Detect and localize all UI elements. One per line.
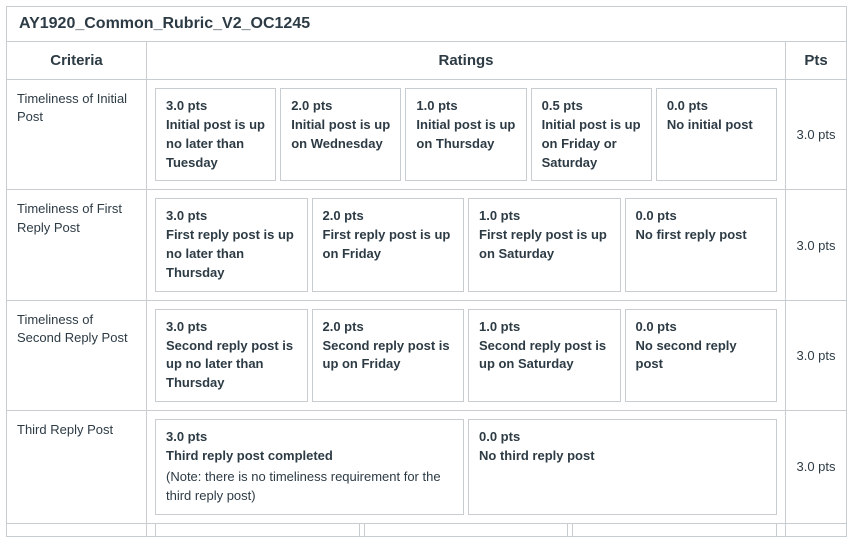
- rating-box[interactable]: 1.0 ptsSecond reply post is up on Saturd…: [468, 309, 621, 402]
- rating-pts: 0.5 pts: [542, 97, 641, 116]
- rating-box[interactable]: 0.0 ptsNo first reply post: [625, 198, 778, 291]
- rating-box[interactable]: 0.0 ptsNo second reply post: [625, 309, 778, 402]
- rubric-container: AY1920_Common_Rubric_V2_OC1245 Criteria …: [6, 6, 847, 537]
- rating-note: (Note: there is no timeliness requiremen…: [166, 468, 453, 506]
- rating-pts: 2.0 pts: [291, 97, 390, 116]
- rating-desc: Third reply post completed: [166, 447, 453, 466]
- rating-desc: First reply post is up on Friday: [323, 226, 454, 264]
- header-ratings: Ratings: [147, 42, 786, 79]
- rubric-row: Third Reply Post3.0 ptsThird reply post …: [7, 411, 846, 523]
- header-criteria: Criteria: [7, 42, 147, 79]
- stub-box: [364, 524, 569, 536]
- rating-pts: 0.0 pts: [636, 318, 767, 337]
- stub-ratings: [147, 524, 786, 536]
- rating-pts: 3.0 pts: [166, 207, 297, 226]
- rating-pts: 0.0 pts: [479, 428, 766, 447]
- rating-box[interactable]: 2.0 ptsFirst reply post is up on Friday: [312, 198, 465, 291]
- ratings-cell: 3.0 ptsFirst reply post is up no later t…: [147, 190, 786, 299]
- rating-pts: 2.0 pts: [323, 318, 454, 337]
- rating-pts: 0.0 pts: [667, 97, 766, 116]
- rubric-body: Timeliness of Initial Post3.0 ptsInitial…: [7, 80, 846, 524]
- criteria-cell: Third Reply Post: [7, 411, 147, 522]
- rating-pts: 3.0 pts: [166, 428, 453, 447]
- stub-box: [572, 524, 777, 536]
- rating-desc: No third reply post: [479, 447, 766, 466]
- rating-desc: Initial post is up on Friday or Saturday: [542, 116, 641, 173]
- rating-pts: 0.0 pts: [636, 207, 767, 226]
- rubric-stub-row: [7, 524, 846, 536]
- stub-criteria: [7, 524, 147, 536]
- rating-box[interactable]: 1.0 ptsFirst reply post is up on Saturda…: [468, 198, 621, 291]
- criteria-cell: Timeliness of Second Reply Post: [7, 301, 147, 410]
- ratings-cell: 3.0 ptsInitial post is up no later than …: [147, 80, 786, 189]
- rating-box[interactable]: 3.0 ptsSecond reply post is up no later …: [155, 309, 308, 402]
- rating-box[interactable]: 0.0 ptsNo initial post: [656, 88, 777, 181]
- rating-pts: 1.0 pts: [416, 97, 515, 116]
- criteria-cell: Timeliness of First Reply Post: [7, 190, 147, 299]
- rating-desc: Initial post is up no later than Tuesday: [166, 116, 265, 173]
- rubric-row: Timeliness of First Reply Post3.0 ptsFir…: [7, 190, 846, 300]
- criteria-cell: Timeliness of Initial Post: [7, 80, 147, 189]
- header-pts: Pts: [786, 42, 846, 79]
- rating-desc: First reply post is up on Saturday: [479, 226, 610, 264]
- ratings-cell: 3.0 ptsThird reply post completed (Note: …: [147, 411, 786, 522]
- rating-pts: 1.0 pts: [479, 318, 610, 337]
- rating-desc: Second reply post is up on Saturday: [479, 337, 610, 375]
- pts-cell: 3.0 pts: [786, 411, 846, 522]
- rating-desc: No first reply post: [636, 226, 767, 245]
- rubric-title: AY1920_Common_Rubric_V2_OC1245: [7, 7, 846, 42]
- ratings-cell: 3.0 ptsSecond reply post is up no later …: [147, 301, 786, 410]
- rating-box[interactable]: 2.0 ptsSecond reply post is up on Friday: [312, 309, 465, 402]
- stub-pts: [786, 524, 846, 536]
- pts-cell: 3.0 pts: [786, 301, 846, 410]
- rating-box[interactable]: 0.0 ptsNo third reply post: [468, 419, 777, 514]
- rubric-row: Timeliness of Second Reply Post3.0 ptsSe…: [7, 301, 846, 411]
- rating-desc: Initial post is up on Thursday: [416, 116, 515, 154]
- rating-box[interactable]: 3.0 ptsInitial post is up no later than …: [155, 88, 276, 181]
- rubric-header-row: Criteria Ratings Pts: [7, 42, 846, 80]
- rating-desc: Initial post is up on Wednesday: [291, 116, 390, 154]
- rating-box[interactable]: 0.5 ptsInitial post is up on Friday or S…: [531, 88, 652, 181]
- rating-pts: 2.0 pts: [323, 207, 454, 226]
- rating-box[interactable]: 1.0 ptsInitial post is up on Thursday: [405, 88, 526, 181]
- rating-desc: Second reply post is up no later than Th…: [166, 337, 297, 394]
- rating-desc: No initial post: [667, 116, 766, 135]
- rating-pts: 3.0 pts: [166, 97, 265, 116]
- pts-cell: 3.0 pts: [786, 190, 846, 299]
- stub-box: [155, 524, 360, 536]
- rating-box[interactable]: 2.0 ptsInitial post is up on Wednesday: [280, 88, 401, 181]
- rating-box[interactable]: 3.0 ptsThird reply post completed (Note: …: [155, 419, 464, 514]
- rubric-row: Timeliness of Initial Post3.0 ptsInitial…: [7, 80, 846, 190]
- rating-box[interactable]: 3.0 ptsFirst reply post is up no later t…: [155, 198, 308, 291]
- pts-cell: 3.0 pts: [786, 80, 846, 189]
- rating-desc: No second reply post: [636, 337, 767, 375]
- rating-desc: First reply post is up no later than Thu…: [166, 226, 297, 283]
- rating-pts: 1.0 pts: [479, 207, 610, 226]
- rating-desc: Second reply post is up on Friday: [323, 337, 454, 375]
- rating-pts: 3.0 pts: [166, 318, 297, 337]
